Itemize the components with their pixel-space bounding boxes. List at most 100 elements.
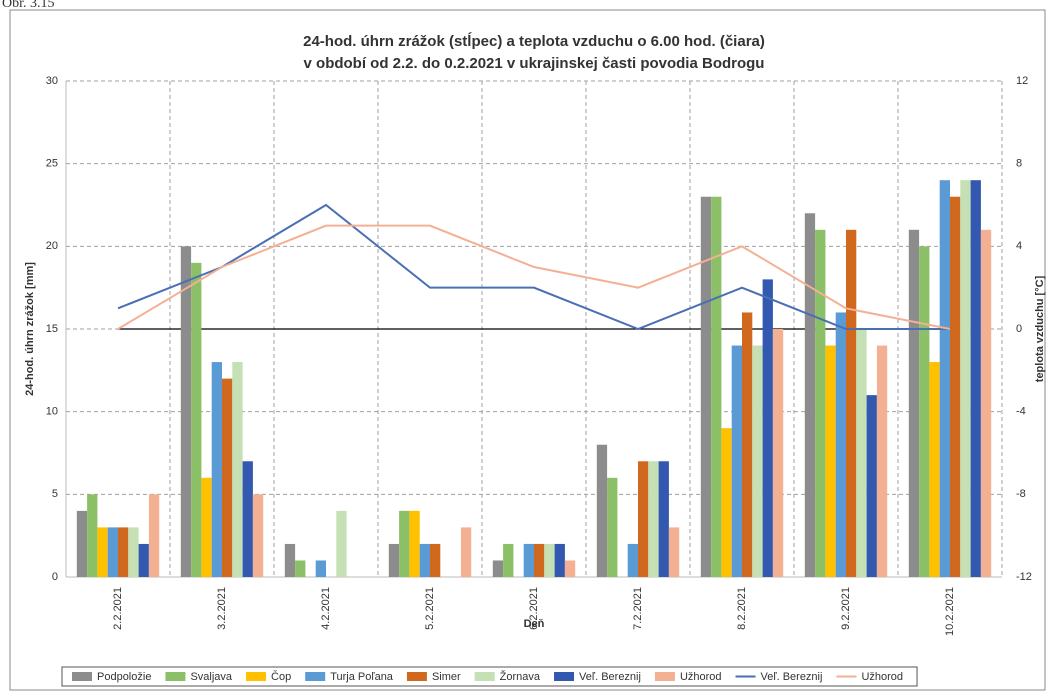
- bar: [772, 329, 784, 577]
- bar: [118, 527, 129, 577]
- legend-swatch: [474, 672, 495, 681]
- x-tick-label: 7.2.2021: [632, 587, 644, 630]
- bar: [752, 345, 763, 577]
- y2-tick-label: 0: [1016, 323, 1022, 335]
- bar: [97, 527, 108, 577]
- legend-swatch: [654, 672, 675, 681]
- bar: [919, 246, 930, 578]
- y-tick-label: 0: [52, 571, 58, 583]
- legend: Podpoložie Svaljava Čop Turja Poľana Simer Žo…: [61, 666, 918, 687]
- bar: [668, 527, 680, 577]
- bar: [950, 196, 961, 577]
- x-tick-label: 6.2.2021: [528, 587, 540, 630]
- bar: [929, 362, 940, 577]
- x-tick-label: 2.2.2021: [112, 587, 124, 630]
- bar: [87, 494, 98, 577]
- bar: [731, 345, 742, 577]
- bar: [191, 262, 202, 577]
- bar: [835, 312, 846, 577]
- y-tick-label: 20: [46, 240, 58, 252]
- legend-label: Simer: [432, 671, 461, 683]
- legend-label: Čop: [271, 670, 291, 683]
- legend-label: Turja Poľana: [330, 671, 394, 683]
- bar: [534, 543, 545, 577]
- x-axis-label: Deň: [524, 618, 545, 630]
- x-tick-label: 9.2.2021: [840, 587, 852, 630]
- bar: [700, 196, 712, 577]
- y2-axis-label: teplota vzduchu [°C]: [1034, 275, 1046, 382]
- legend-label: Veľ. Bereznij: [579, 671, 641, 683]
- chart-title: 24-hod. úhrn zrážok (stĺpec) a teplota v…: [303, 32, 765, 50]
- bar: [908, 229, 920, 578]
- bar: [804, 213, 816, 577]
- x-tick-label: 3.2.2021: [216, 587, 228, 630]
- bar: [201, 477, 212, 577]
- bar: [336, 510, 347, 577]
- bar: [762, 279, 773, 577]
- y-tick-label: 15: [46, 323, 58, 335]
- bar: [295, 560, 306, 577]
- bar: [409, 510, 420, 577]
- y2-tick-label: -8: [1016, 488, 1026, 500]
- bar: [742, 312, 753, 577]
- legend-swatch: [72, 672, 92, 681]
- bar: [128, 527, 139, 577]
- bar: [180, 246, 192, 578]
- bar: [242, 461, 253, 577]
- bar: [315, 560, 326, 577]
- legend-label: Veľ. Bereznij: [761, 671, 823, 683]
- y2-tick-label: 4: [1016, 240, 1022, 252]
- bar: [76, 510, 88, 577]
- chart-subtitle: v období od 2.2. do 0.2.2021 v ukrajinsk…: [304, 55, 765, 72]
- bar: [419, 543, 430, 577]
- bar: [866, 395, 877, 577]
- legend-swatch: [305, 672, 326, 681]
- bar: [711, 196, 722, 577]
- y2-tick-label: 12: [1016, 75, 1028, 87]
- legend-swatch: [246, 672, 267, 681]
- x-tick-label: 4.2.2021: [320, 587, 332, 630]
- legend-label: Svaljava: [190, 671, 232, 683]
- bar: [222, 378, 233, 577]
- bar: [627, 543, 638, 577]
- bar: [648, 461, 659, 577]
- y2-tick-label: 8: [1016, 158, 1022, 170]
- legend-swatch: [406, 672, 427, 681]
- legend-label: Podpoložie: [97, 671, 151, 683]
- bar: [492, 560, 504, 577]
- bar: [138, 543, 149, 577]
- bar: [846, 229, 857, 578]
- y-tick-label: 25: [46, 158, 58, 170]
- bar: [596, 444, 608, 577]
- bar: [107, 527, 118, 577]
- legend-label: Užhorod: [861, 671, 903, 683]
- y-tick-label: 5: [52, 488, 58, 500]
- bar: [430, 543, 441, 577]
- line: [117, 203, 950, 331]
- bar: [721, 428, 732, 577]
- bar: [815, 229, 826, 578]
- caption: Obr. 3.15: [2, 0, 55, 11]
- bar: [876, 345, 888, 577]
- bar: [939, 180, 950, 577]
- bar: [658, 461, 669, 577]
- bar: [980, 229, 992, 578]
- bar: [638, 461, 649, 577]
- y2-tick-label: -4: [1016, 406, 1026, 418]
- bar: [460, 527, 472, 577]
- bar: [388, 543, 400, 577]
- bar: [148, 494, 160, 577]
- y-axis-label: 24-hod. úhrn zrážok [mm]: [24, 262, 36, 396]
- legend-swatch: [165, 672, 186, 681]
- bar: [970, 180, 981, 577]
- bar: [564, 560, 576, 577]
- bar: [211, 362, 222, 577]
- x-tick-label: 5.2.2021: [424, 587, 436, 630]
- bar: [503, 543, 514, 577]
- y-tick-label: 30: [46, 75, 58, 87]
- bar: [232, 362, 243, 577]
- bar: [856, 329, 867, 577]
- bar: [544, 543, 555, 577]
